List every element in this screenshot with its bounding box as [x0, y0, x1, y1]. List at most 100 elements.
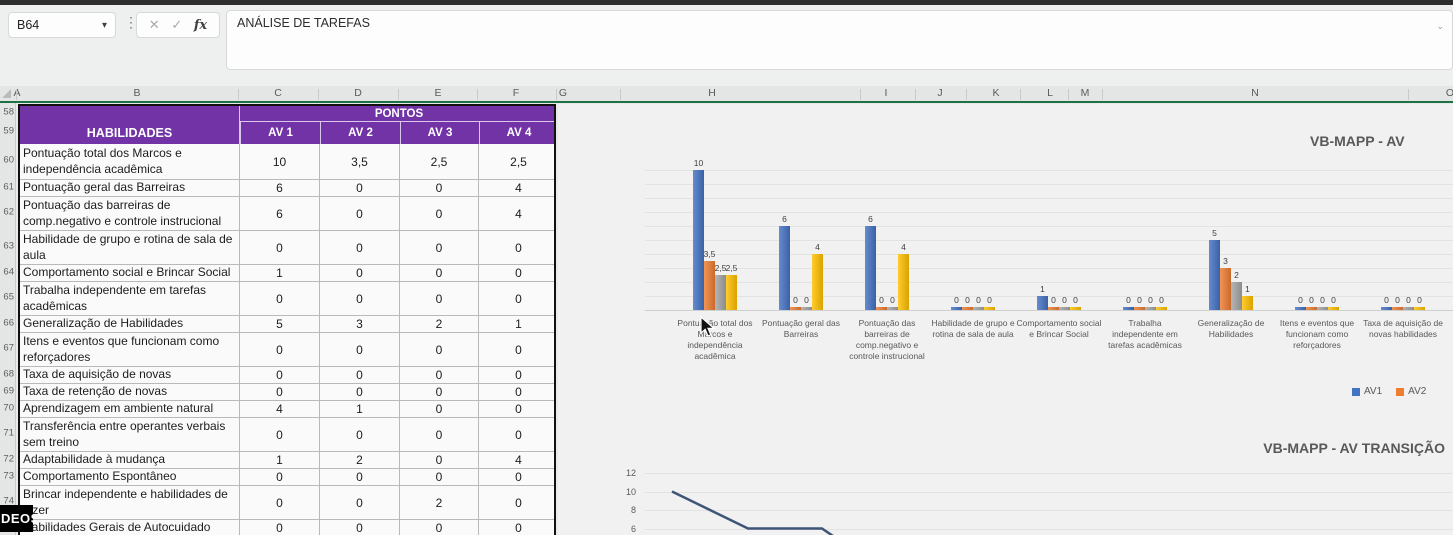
row-header-66[interactable]: 66 [3, 317, 14, 328]
row-header-62[interactable]: 62 [3, 206, 14, 218]
table-cell-value[interactable]: 0 [320, 418, 400, 451]
table-cell-value[interactable]: 2,5 [510, 154, 527, 169]
table-row[interactable]: Pontuação total dos Marcos e independênc… [20, 144, 554, 180]
table-cell-value[interactable]: 6 [240, 180, 320, 196]
name-box-chevron-icon[interactable]: ▾ [101, 19, 107, 31]
table-cell-value[interactable]: 2 [400, 486, 479, 519]
table-cell-value[interactable]: 3,5 [320, 144, 400, 179]
table-cell-value[interactable]: 0 [400, 452, 479, 468]
insert-function-icon[interactable]: fx [193, 17, 208, 33]
column-header-B[interactable]: B [133, 87, 141, 99]
bar-chart[interactable]: VB-MAPP - AV 10 3,5 2,5 2,5 Pontuação total … [558, 104, 1453, 418]
table-row[interactable]: Habilidade de grupo e rotina de sala de … [20, 231, 554, 265]
table-row[interactable]: Adaptabilidade à mudança 1 2 0 4 [20, 452, 554, 469]
table-cell-value[interactable]: 4 [515, 206, 522, 221]
table-cell-value[interactable]: 4 [515, 453, 522, 467]
table-row[interactable]: Aprendizagem em ambiente natural 4 1 0 0 [20, 401, 554, 418]
row-header-63[interactable]: 63 [3, 240, 14, 252]
table-cell-value[interactable]: 0 [240, 486, 320, 519]
table-cell-value[interactable]: 0 [400, 180, 479, 196]
table-cell-value[interactable]: 0 [240, 418, 320, 451]
table-cell-value[interactable]: 0 [400, 520, 479, 535]
table-row[interactable]: Pontuação geral das Barreiras 6 0 0 4 [20, 180, 554, 197]
table-row[interactable]: Itens e eventos que funcionam como refor… [20, 333, 554, 367]
formula-bar[interactable]: ANÁLISE DE TAREFAS ⌄ [226, 10, 1453, 70]
table-cell-label[interactable]: Comportamento social e Brincar Social [20, 265, 240, 281]
av-header-cell[interactable]: AV 3 [400, 122, 479, 144]
row-header-74[interactable]: 74 [3, 495, 14, 507]
table-cell-label[interactable]: Taxa de retenção de novas [20, 384, 240, 400]
row-header-59[interactable]: 59 [3, 125, 14, 137]
column-header-F[interactable]: F [512, 87, 520, 99]
table-cell-value[interactable]: 4 [515, 181, 522, 195]
table-cell-value[interactable]: 0 [400, 469, 479, 485]
table-row[interactable]: Comportamento social e Brincar Social 1 0 0… [20, 265, 554, 282]
table-cell-value[interactable]: 0 [515, 402, 522, 416]
table-row[interactable]: Pontuação das barreiras de comp.negativo… [20, 197, 554, 231]
column-header-G[interactable]: G [558, 87, 568, 99]
table-cell-label[interactable]: Adaptabilidade à mudança [20, 452, 240, 468]
table-cell-value[interactable]: 10 [240, 144, 320, 179]
line-chart[interactable]: VB-MAPP - AV TRANSIÇÃO 12 10 8 6 [558, 418, 1453, 535]
column-header-J[interactable]: J [937, 87, 943, 99]
table-cell-value[interactable]: 0 [400, 197, 479, 230]
table-cell-value[interactable]: 0 [515, 266, 522, 280]
table-cell-value[interactable]: 0 [320, 486, 400, 519]
table-row[interactable]: Trabalha independente em tarefas acadêmi… [20, 282, 554, 316]
table-cell-value[interactable]: 0 [320, 384, 400, 400]
table-cell-value[interactable]: 0 [240, 367, 320, 383]
column-header-L[interactable]: L [1047, 87, 1053, 99]
table-cell-label[interactable]: Aprendizagem em ambiente natural [20, 401, 240, 417]
table-cell-value[interactable]: 0 [515, 342, 522, 357]
table-cell-value[interactable]: 0 [515, 495, 522, 510]
table-cell-value[interactable]: 0 [515, 470, 522, 484]
row-header-71[interactable]: 71 [3, 427, 14, 439]
column-header-row[interactable]: A B C D E F G H I J K L M N O [0, 86, 1453, 103]
table-cell-value[interactable]: 1 [240, 265, 320, 281]
table-cell-value[interactable]: 0 [400, 367, 479, 383]
cancel-icon[interactable]: ✕ [148, 17, 160, 32]
table-cell-value[interactable]: 0 [320, 520, 400, 535]
table-cell-label[interactable]: Comportamento Espontâneo [20, 469, 240, 485]
table-cell-value[interactable]: 3 [320, 316, 400, 332]
table-cell-value[interactable]: 0 [320, 180, 400, 196]
table-cell-value[interactable]: 1 [320, 401, 400, 417]
table-cell-label[interactable]: Trabalha independente em tarefas acadêmi… [20, 282, 240, 315]
row-header-60[interactable]: 60 [3, 154, 14, 166]
table-cell-value[interactable]: 2,5 [400, 144, 479, 179]
table-cell-value[interactable]: 0 [400, 418, 479, 451]
table-cell-value[interactable]: 0 [400, 401, 479, 417]
table-cell-value[interactable]: 0 [240, 282, 320, 315]
column-header-O[interactable]: O [1445, 87, 1453, 99]
table-cell-value[interactable]: 5 [240, 316, 320, 332]
table-cell-label[interactable]: Pontuação geral das Barreiras [20, 180, 240, 196]
column-header-A[interactable]: A [13, 87, 21, 99]
table-cell-label[interactable]: Taxa de aquisição de novas [20, 367, 240, 383]
table-cell-label[interactable]: Habilidade de grupo e rotina de sala de … [20, 231, 240, 264]
table-cell-label[interactable]: Pontuação total dos Marcos e independênc… [20, 144, 240, 179]
table-row[interactable]: Comportamento Espontâneo 0 0 0 0 [20, 469, 554, 486]
av-header-cell[interactable]: AV 2 [320, 122, 400, 144]
row-header-68[interactable]: 68 [3, 368, 14, 379]
table-cell-value[interactable]: 0 [320, 333, 400, 366]
table-row[interactable]: Taxa de aquisição de novas 0 0 0 0 [20, 367, 554, 384]
column-header-E[interactable]: E [434, 87, 442, 99]
row-header-58[interactable]: 58 [3, 106, 14, 118]
table-cell-label[interactable]: Generalização de Habilidades [20, 316, 240, 332]
name-box[interactable]: B64 ▾ [8, 12, 116, 38]
column-header-K[interactable]: K [992, 87, 1000, 99]
column-header-H[interactable]: H [708, 87, 716, 99]
table-cell-value[interactable]: 1 [240, 452, 320, 468]
row-header-65[interactable]: 65 [3, 291, 14, 303]
table-row[interactable]: Transferência entre operantes verbais se… [20, 418, 554, 452]
column-header-C[interactable]: C [274, 87, 282, 99]
enter-icon[interactable]: ✓ [171, 17, 183, 32]
av-header-cell[interactable]: AV 4 [479, 122, 554, 144]
row-header-61[interactable]: 61 [3, 181, 14, 192]
formula-bar-expand-icon[interactable]: ⌄ [1436, 21, 1444, 31]
table-cell-value[interactable]: 0 [515, 521, 522, 535]
column-header-D[interactable]: D [354, 87, 362, 99]
table-cell-label[interactable]: Brincar independente e habilidades de la… [20, 486, 240, 519]
skills-header-cell[interactable]: HABILIDADES [20, 106, 240, 144]
row-header-70[interactable]: 70 [3, 402, 14, 413]
